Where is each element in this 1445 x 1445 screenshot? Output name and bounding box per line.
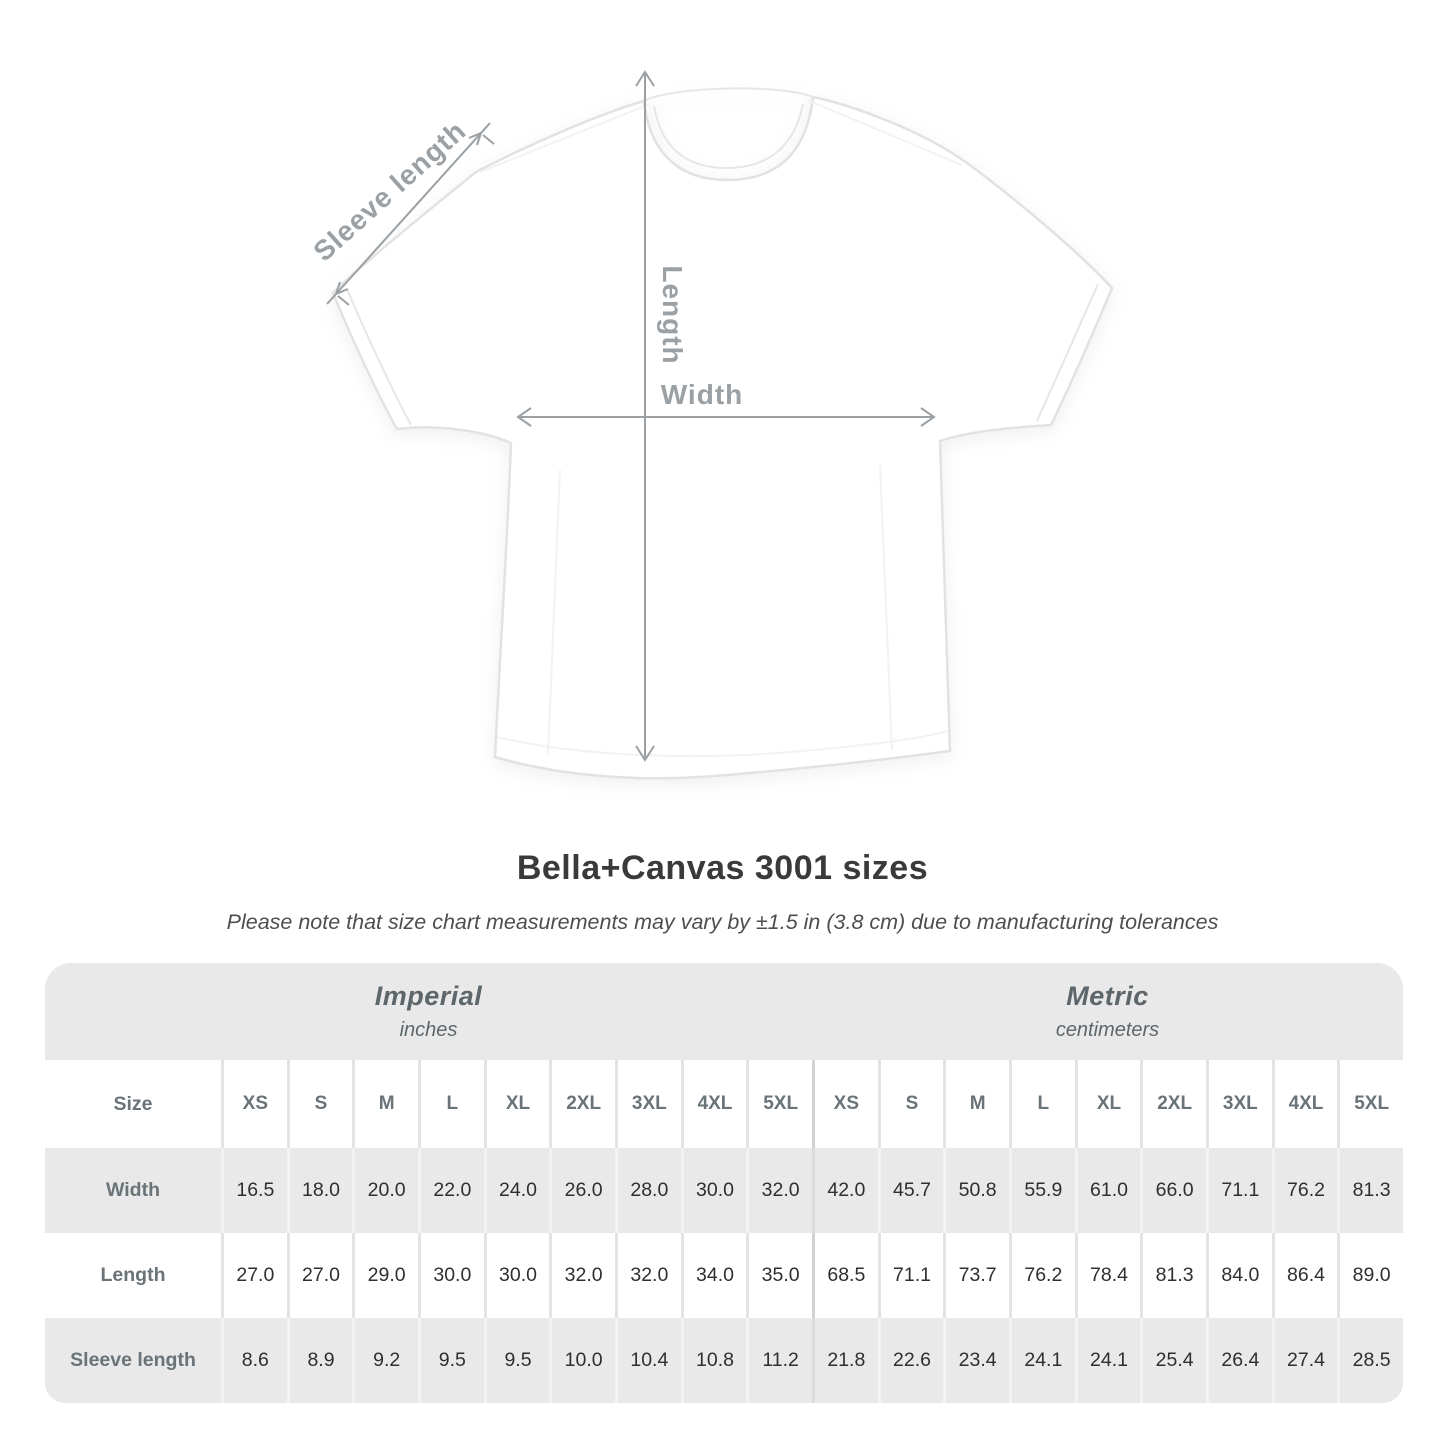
- size-header-metric-2xl: 2XL: [1140, 1060, 1206, 1148]
- size-header-metric-m: M: [943, 1060, 1009, 1148]
- table-cell: 22.0: [417, 1148, 484, 1233]
- table-cell: 34.0: [680, 1233, 747, 1318]
- table-cell: 18.0: [286, 1148, 353, 1233]
- row-label-length: Length: [100, 1264, 166, 1286]
- table-cell: 21.8: [811, 1318, 878, 1403]
- unit-group-name: Imperial: [374, 981, 483, 1011]
- table-cell: 24.0: [483, 1148, 550, 1233]
- tshirt-diagram: Sleeve length Length Width: [307, 70, 1114, 780]
- table-cell: 10.0: [549, 1318, 615, 1403]
- table-cell: 27.0: [221, 1233, 287, 1318]
- size-column-header: Size: [113, 1092, 153, 1115]
- table-cell: 71.1: [1205, 1148, 1272, 1233]
- size-header-imperial-3xl: 3XL: [614, 1060, 681, 1148]
- row-label-sleeve_length: Sleeve length: [70, 1349, 196, 1371]
- table-cell: 10.4: [614, 1318, 681, 1403]
- width-arrow: [516, 407, 936, 427]
- table-cell: 28.5: [1337, 1318, 1403, 1403]
- table-cell: 55.9: [1008, 1148, 1075, 1233]
- table-cell: 26.4: [1205, 1318, 1272, 1403]
- table-cell: 81.3: [1140, 1233, 1206, 1318]
- table-cell: 26.0: [549, 1148, 615, 1233]
- size-header-imperial-4xl: 4XL: [680, 1060, 747, 1148]
- table-cell: 61.0: [1074, 1148, 1141, 1233]
- unit-group-name: Metric: [1066, 981, 1149, 1011]
- table-cell: 84.0: [1205, 1233, 1272, 1318]
- size-header-metric-s: S: [877, 1060, 944, 1148]
- page-subtitle: Please note that size chart measurements…: [226, 910, 1219, 934]
- size-header-metric-xl: XL: [1074, 1060, 1141, 1148]
- table-cell: 81.3: [1337, 1148, 1403, 1233]
- table-cell: 78.4: [1074, 1233, 1141, 1318]
- table-cell: 10.8: [680, 1318, 747, 1403]
- table-cell: 73.7: [943, 1233, 1009, 1318]
- table-cell: 29.0: [352, 1233, 418, 1318]
- size-header-imperial-5xl: 5XL: [746, 1060, 812, 1148]
- table-cell: 50.8: [943, 1148, 1009, 1233]
- size-header-imperial-l: L: [417, 1060, 484, 1148]
- table-cell: 8.6: [221, 1318, 287, 1403]
- page-title: Bella+Canvas 3001 sizes: [516, 849, 929, 887]
- table-cell: 22.6: [877, 1318, 944, 1403]
- table-cell: 25.4: [1140, 1318, 1206, 1403]
- table-cell: 24.1: [1074, 1318, 1141, 1403]
- size-header-imperial-2xl: 2XL: [549, 1060, 615, 1148]
- table-cell: 9.2: [352, 1318, 418, 1403]
- size-header-imperial-xs: XS: [221, 1060, 287, 1148]
- unit-group-unit: inches: [399, 1019, 458, 1041]
- table-cell: 11.2: [746, 1318, 812, 1403]
- table-cell: 30.0: [483, 1233, 550, 1318]
- table-cell: 9.5: [417, 1318, 484, 1403]
- table-row-length: Length 27.0 27.0 29.0 30.0 30.0 32.0 32.0 34.0 35…: [45, 1233, 1403, 1318]
- table-cell: 86.4: [1271, 1233, 1338, 1318]
- table-cell: 32.0: [549, 1233, 615, 1318]
- table-cell: 27.4: [1271, 1318, 1338, 1403]
- table-cell: 30.0: [417, 1233, 484, 1318]
- size-table-rows: Size XS S M L XL 2XL 3XL 4XL 5XL XS S M L XL 2XL 3XL 4XL 5…: [45, 1060, 1403, 1403]
- width-label: Width: [661, 379, 744, 410]
- table-size-row: Size XS S M L XL 2XL 3XL 4XL 5XL XS S M L XL 2XL 3XL 4XL 5…: [45, 1060, 1403, 1148]
- unit-group-metric: Metric centimeters: [812, 963, 1403, 1060]
- unit-group-unit: centimeters: [1055, 1019, 1160, 1041]
- table-row-sleeve_length: Sleeve length 8.6 8.9 9.2 9.5 9.5 10.0 10.4 10.8…: [45, 1318, 1403, 1403]
- table-cell: 8.9: [286, 1318, 353, 1403]
- size-header-metric-5xl: 5XL: [1337, 1060, 1403, 1148]
- table-cell: 42.0: [811, 1148, 878, 1233]
- table-cell: 45.7: [877, 1148, 944, 1233]
- table-cell: 35.0: [746, 1233, 812, 1318]
- table-cell: 32.0: [614, 1233, 681, 1318]
- tshirt-graphic: [331, 87, 1114, 780]
- table-cell: 24.1: [1008, 1318, 1075, 1403]
- table-unit-header: Imperial inches Metric centimeters: [45, 963, 1403, 1060]
- table-cell: 71.1: [877, 1233, 944, 1318]
- size-table: Imperial inches Metric centimeters Size X…: [45, 963, 1403, 1403]
- table-cell: 89.0: [1337, 1233, 1403, 1318]
- table-cell: 23.4: [943, 1318, 1009, 1403]
- table-cell: 76.2: [1008, 1233, 1075, 1318]
- table-cell: 20.0: [352, 1148, 418, 1233]
- table-cell: 9.5: [483, 1318, 550, 1403]
- size-header-imperial-xl: XL: [483, 1060, 550, 1148]
- table-cell: 76.2: [1271, 1148, 1338, 1233]
- size-header-metric-l: L: [1008, 1060, 1075, 1148]
- table-cell: 28.0: [614, 1148, 681, 1233]
- size-header-imperial-m: M: [352, 1060, 418, 1148]
- table-cell: 30.0: [680, 1148, 747, 1233]
- size-header-imperial-s: S: [286, 1060, 353, 1148]
- table-row-width: Width 16.5 18.0 20.0 22.0 24.0 26.0 28.0 30.0 32.…: [45, 1148, 1403, 1233]
- table-cell: 27.0: [286, 1233, 353, 1318]
- size-header-metric-4xl: 4XL: [1271, 1060, 1338, 1148]
- length-label: Length: [657, 265, 688, 364]
- row-label-width: Width: [106, 1179, 160, 1201]
- table-cell: 16.5: [221, 1148, 287, 1233]
- unit-group-imperial: Imperial inches: [45, 963, 812, 1060]
- sleeve-length-arrow: [326, 122, 495, 306]
- size-header-metric-3xl: 3XL: [1205, 1060, 1272, 1148]
- table-cell: 32.0: [746, 1148, 812, 1233]
- table-cell: 66.0: [1140, 1148, 1206, 1233]
- table-cell: 68.5: [811, 1233, 878, 1318]
- size-header-metric-xs: XS: [811, 1060, 878, 1148]
